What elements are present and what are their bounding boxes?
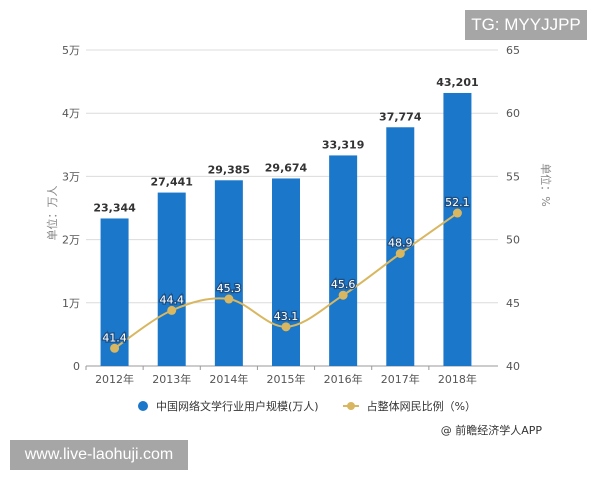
line-value-label: 48.9: [388, 237, 413, 250]
line-marker-icon: [342, 401, 359, 411]
left-tick-label: 0: [73, 360, 80, 373]
line-point: [395, 249, 405, 259]
right-tick-label: 60: [506, 107, 520, 120]
line-value-label: 45.3: [217, 282, 242, 295]
legend-item-bar: 中国网络文学行业用户规模(万人): [138, 398, 319, 414]
line-point: [281, 322, 291, 332]
bar-value-label: 27,441: [150, 176, 192, 189]
line-point: [452, 208, 462, 218]
bar-value-label: 23,344: [93, 201, 136, 214]
bar: [443, 92, 472, 367]
line-point: [167, 305, 177, 315]
left-tick-label: 3万: [62, 170, 80, 183]
legend-line-label: 占整体网民比例（%）: [366, 400, 477, 413]
line-point: [110, 343, 120, 353]
left-axis-ticks: 0 1万 2万 3万 4万 5万: [62, 44, 80, 373]
right-tick-label: 40: [506, 360, 520, 373]
bar: [329, 155, 358, 366]
source-credit: @ 前瞻经济学人APP: [440, 424, 542, 437]
bar: [214, 180, 243, 366]
line-value-label: 41.4: [102, 331, 127, 344]
legend: 中国网络文学行业用户规模(万人) 占整体网民比例（%）: [138, 398, 500, 414]
bar-value-label: 29,385: [208, 163, 250, 176]
bar-value-label: 33,319: [322, 138, 364, 151]
legend-bar-label: 中国网络文学行业用户规模(万人): [156, 400, 319, 413]
right-axis-label: 单位：%: [539, 163, 553, 206]
x-tick-label: 2016年: [324, 372, 363, 386]
left-axis-label: 单位：万人: [45, 186, 59, 241]
right-tick-label: 50: [506, 234, 520, 247]
left-tick-label: 4万: [62, 107, 80, 120]
top-watermark-badge: TG: MYYJJPP: [465, 10, 587, 40]
x-tick-label: 2015年: [267, 372, 306, 386]
line-value-label: 45.6: [331, 278, 356, 291]
line-value-label: 44.4: [159, 293, 184, 306]
line-value-label: 52.1: [445, 196, 470, 209]
bar-value-label: 37,774: [379, 110, 422, 123]
line-point: [224, 294, 234, 304]
bar-value-label: 43,201: [436, 76, 478, 89]
right-tick-label: 45: [506, 297, 520, 310]
right-tick-label: 65: [506, 44, 520, 57]
line-series: 41.4 44.4 45.3 43.1 45.6 48.9 52.1: [101, 195, 471, 353]
left-tick-label: 2万: [62, 234, 80, 247]
line-value-label: 43.1: [274, 310, 299, 323]
left-tick-label: 5万: [62, 44, 80, 57]
x-axis: 2012年 2013年 2014年 2015年 2016年 2017年 2018年: [85, 366, 477, 386]
x-tick-label: 2017年: [381, 372, 420, 386]
left-tick-label: 1万: [62, 297, 80, 310]
bar-value-label: 29,674: [265, 161, 308, 174]
line-point: [338, 290, 348, 300]
legend-item-line: 占整体网民比例（%）: [342, 398, 477, 414]
right-axis-ticks: 40 45 50 55 60 65: [506, 44, 520, 373]
bottom-watermark-badge: www.live-laohuji.com: [10, 440, 188, 470]
x-tick-label: 2013年: [152, 372, 191, 386]
blue-dot-icon: [138, 401, 148, 411]
bar: [157, 192, 186, 366]
x-tick-label: 2018年: [438, 372, 477, 386]
bar: [272, 178, 300, 366]
x-tick-label: 2012年: [95, 372, 134, 386]
right-tick-label: 55: [506, 170, 520, 183]
x-tick-label: 2014年: [209, 372, 248, 386]
